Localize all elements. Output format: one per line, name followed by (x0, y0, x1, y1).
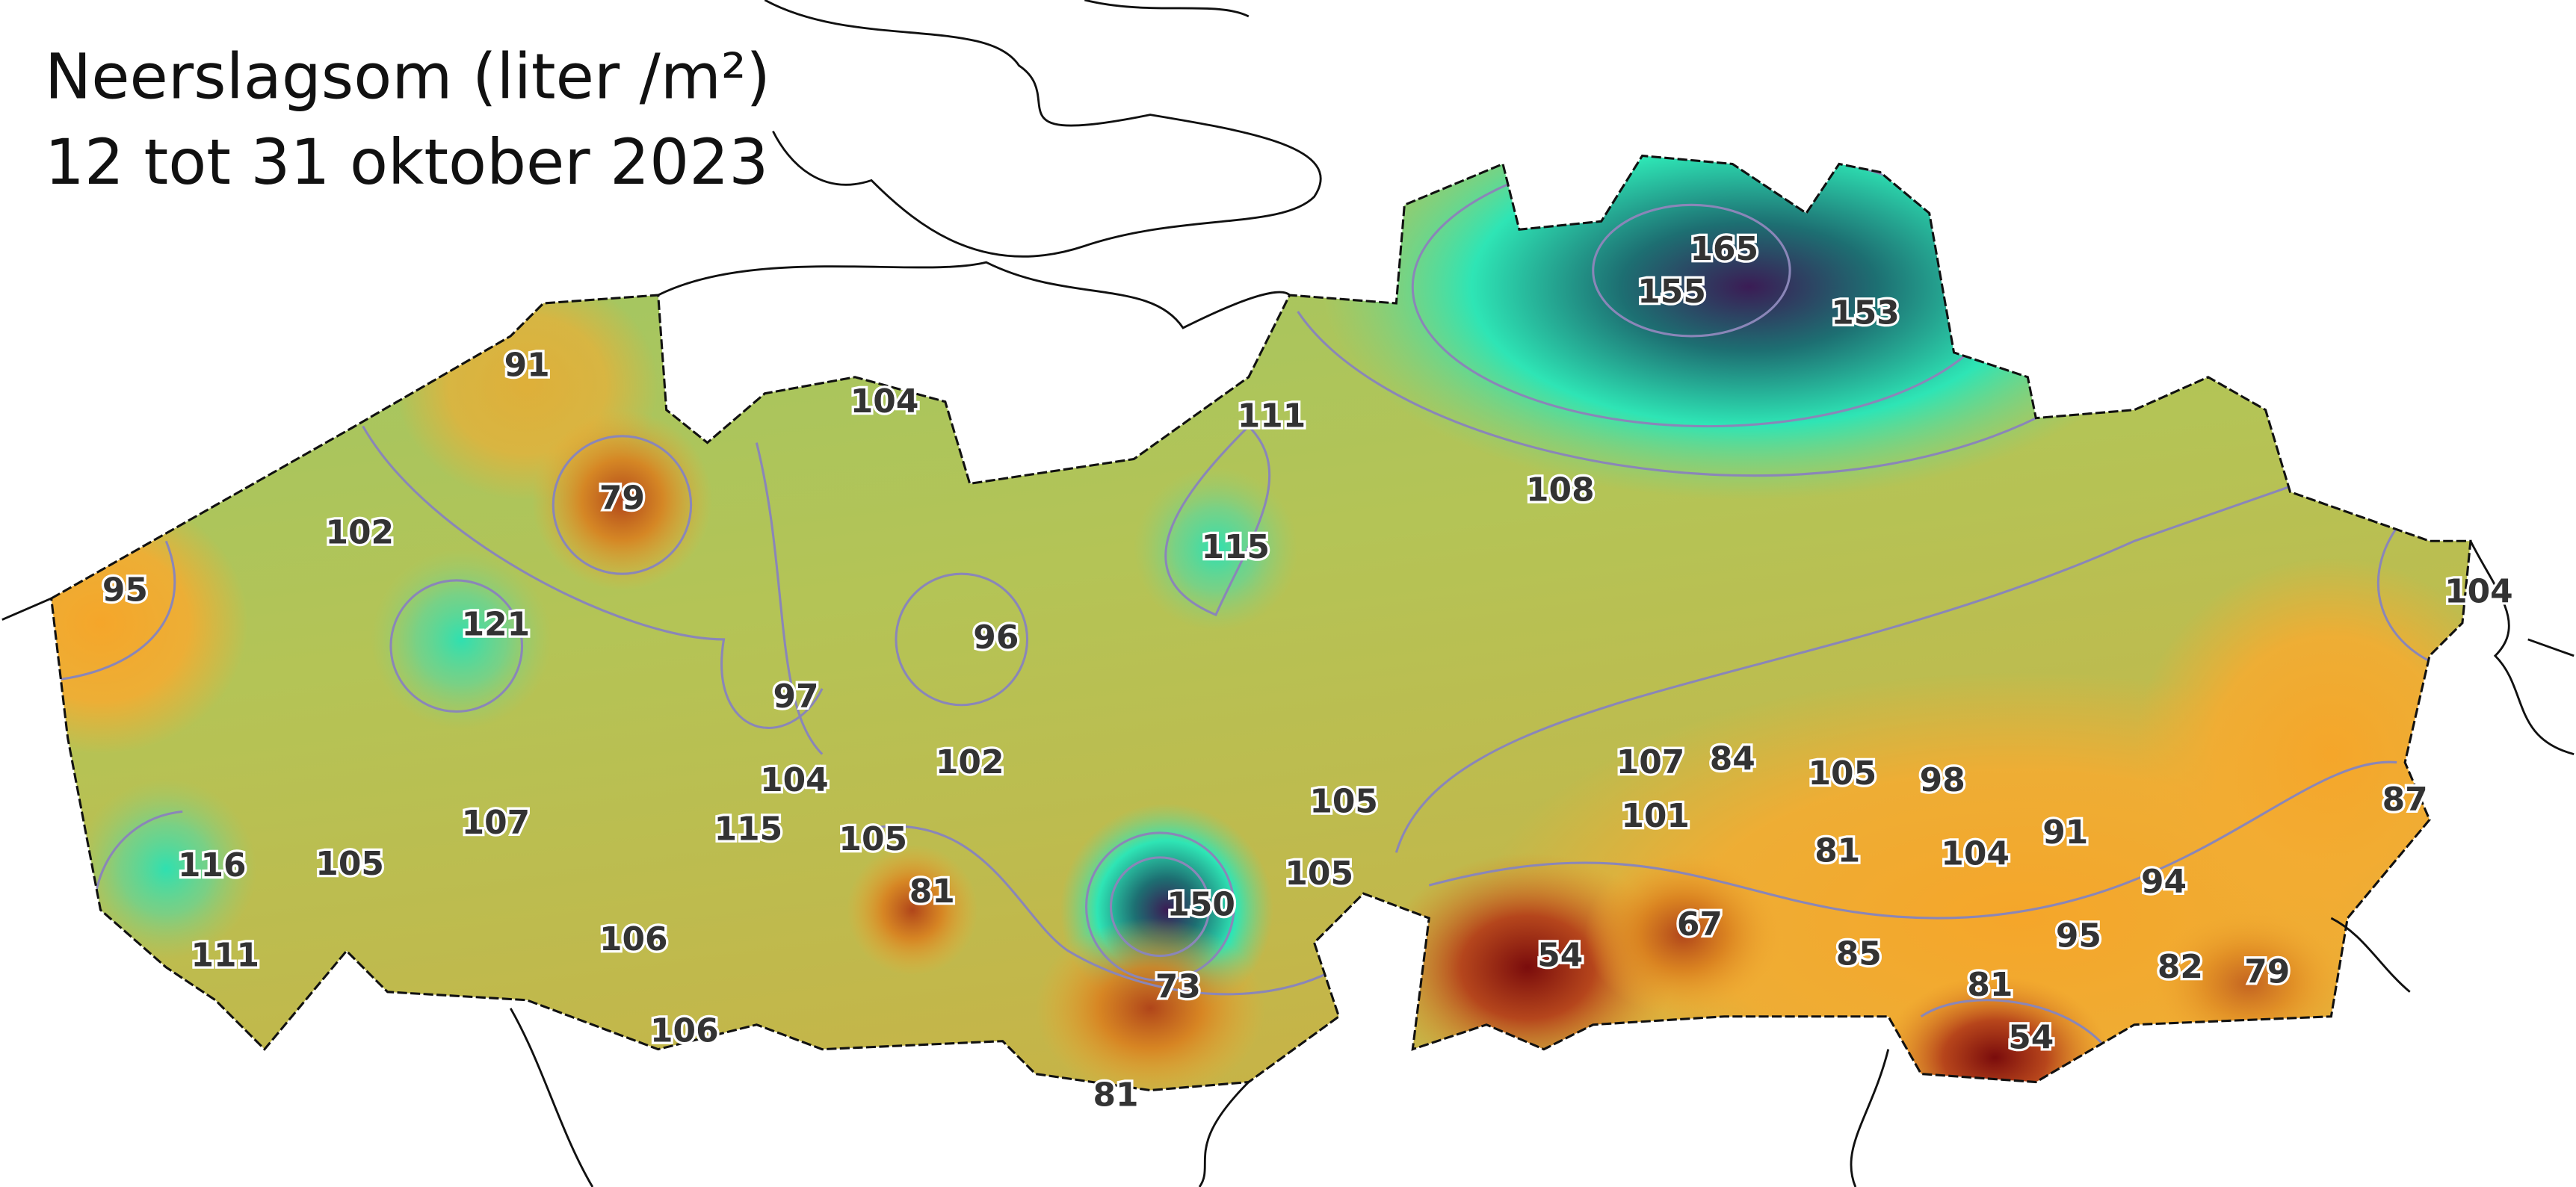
station-value: 85 (1836, 935, 1882, 973)
station-value: 67 (1677, 905, 1723, 943)
station-value: 54 (1537, 937, 1583, 975)
station-value: 111 (1238, 397, 1306, 436)
station-value: 81 (909, 873, 955, 911)
station-labels: 91 104 111 165 155 153 108 79 102 115 95 121 96 104 97… (100, 228, 2515, 1117)
station-value: 101 (1621, 797, 1690, 835)
station-value: 105 (1285, 855, 1353, 893)
station-value: 105 (1309, 782, 1378, 820)
station-value: 81 (1093, 1076, 1139, 1114)
station-value: 106 (599, 920, 668, 958)
station-value: 94 (2141, 863, 2187, 901)
station-value: 111 (191, 937, 260, 975)
station-value: 73 (1155, 967, 1201, 1005)
station-value: 98 (1920, 761, 1965, 799)
station-value: 102 (325, 513, 394, 551)
station-value: 82 (2158, 948, 2203, 986)
station-value: 107 (1616, 743, 1685, 781)
station-value: 105 (315, 845, 384, 883)
station-value: 87 (2382, 781, 2428, 819)
station-value: 150 (1167, 886, 1235, 924)
station-value: 165 (1690, 230, 1759, 268)
station-value: 104 (2444, 573, 2513, 611)
station-value: 91 (2042, 813, 2088, 852)
station-value: 96 (973, 619, 1019, 657)
station-value: 79 (2244, 953, 2290, 991)
station-value: 102 (936, 743, 1004, 781)
station-value: 81 (1967, 966, 2013, 1004)
title-line-1: Neerslagsom (liter /m²) (45, 41, 770, 114)
station-value: 95 (2056, 917, 2101, 955)
station-value: 104 (850, 382, 919, 421)
station-value: 91 (504, 347, 550, 385)
station-value: 107 (462, 804, 531, 842)
station-value: 54 (2008, 1018, 2054, 1056)
station-value: 79 (599, 479, 645, 517)
station-value: 95 (102, 571, 148, 609)
station-value: 84 (1710, 740, 1755, 778)
title-line-2: 12 tot 31 oktober 2023 (45, 126, 768, 199)
station-value: 104 (1941, 835, 2010, 873)
station-value: 105 (1809, 754, 1877, 793)
station-value: 97 (773, 678, 819, 716)
station-value: 105 (838, 820, 907, 858)
station-value: 104 (760, 761, 829, 799)
station-value: 106 (650, 1012, 719, 1050)
station-value: 155 (1637, 273, 1706, 311)
station-value: 116 (178, 846, 247, 884)
station-value: 81 (1814, 831, 1860, 870)
station-value: 108 (1526, 471, 1595, 509)
station-value: 153 (1831, 294, 1900, 332)
station-value: 115 (714, 811, 783, 849)
station-value: 121 (462, 605, 531, 643)
station-value: 115 (1201, 528, 1270, 566)
